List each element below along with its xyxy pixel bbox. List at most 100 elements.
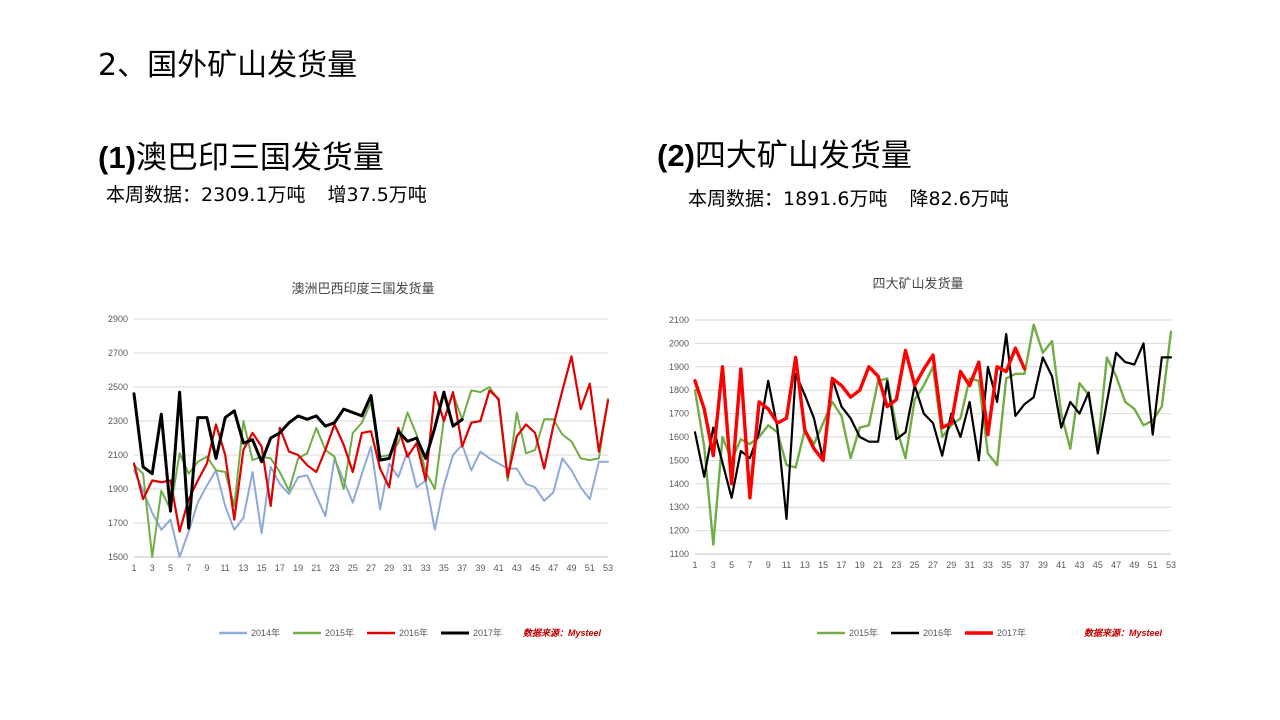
x-tick-label: 25 <box>348 563 358 573</box>
chart-title: 澳洲巴西印度三国发货量 <box>291 281 434 296</box>
x-tick-label: 9 <box>204 563 209 573</box>
series-line-2016 <box>132 355 610 533</box>
series-line-2014 <box>133 443 609 558</box>
source-note: 数据来源：Mysteel <box>523 628 602 638</box>
x-tick-label: 37 <box>457 563 467 573</box>
chart-title: 四大矿山发货量 <box>872 276 963 291</box>
x-tick-label: 19 <box>293 563 303 573</box>
x-tick-label: 33 <box>983 560 993 570</box>
y-tick-label: 1300 <box>669 502 689 512</box>
slide-title: 2、国外矿山发货量 <box>98 48 358 83</box>
legend-label-2015: 2015年 <box>325 627 354 638</box>
right-section-prefix: (2) <box>657 138 695 173</box>
legend-label-2017: 2017年 <box>997 627 1026 638</box>
right-week-change: 降82.6万吨 <box>909 188 1009 210</box>
x-tick-label: 21 <box>873 560 883 570</box>
series-line-2015 <box>133 386 609 558</box>
x-tick-label: 27 <box>928 560 938 570</box>
x-tick-label: 21 <box>311 563 321 573</box>
x-tick-label: 53 <box>603 563 613 573</box>
right-week-summary: 本周数据：1891.6万吨 降82.6万吨 <box>688 184 1009 211</box>
x-tick-label: 17 <box>275 563 285 573</box>
x-tick-label: 25 <box>910 560 920 570</box>
x-tick-label: 7 <box>186 563 191 573</box>
x-tick-label: 47 <box>548 563 558 573</box>
x-tick-label: 43 <box>512 563 522 573</box>
legend-label-2016: 2016年 <box>923 627 952 638</box>
x-tick-label: 5 <box>729 560 734 570</box>
right-week-label: 本周数据：1891.6万吨 <box>688 188 888 210</box>
y-tick-label: 1400 <box>669 479 689 489</box>
x-tick-label: 31 <box>402 563 412 573</box>
legend-label-2016: 2016年 <box>399 627 428 638</box>
y-tick-label: 1100 <box>670 549 689 559</box>
y-tick-label: 1700 <box>669 409 689 419</box>
x-tick-label: 29 <box>946 560 956 570</box>
y-tick-label: 1900 <box>669 362 689 372</box>
x-tick-label: 47 <box>1111 560 1121 570</box>
x-tick-label: 45 <box>1093 560 1103 570</box>
x-tick-label: 35 <box>1001 560 1011 570</box>
x-tick-label: 53 <box>1166 560 1176 570</box>
x-tick-label: 39 <box>475 563 485 573</box>
left-section-name: 澳巴印三国发货量 <box>135 140 384 176</box>
x-tick-label: 51 <box>585 563 595 573</box>
series-line-2016 <box>693 332 1173 520</box>
x-tick-label: 13 <box>238 563 248 573</box>
x-tick-label: 13 <box>800 560 810 570</box>
y-tick-label: 2900 <box>108 314 128 324</box>
y-tick-label: 1700 <box>108 518 128 528</box>
x-tick-label: 35 <box>439 563 449 573</box>
y-tick-label: 2000 <box>669 338 689 348</box>
x-tick-label: 11 <box>782 560 791 570</box>
y-tick-label: 2300 <box>108 416 128 426</box>
x-tick-label: 9 <box>766 560 771 570</box>
x-tick-label: 1 <box>692 560 697 570</box>
x-tick-label: 29 <box>384 563 394 573</box>
x-tick-label: 17 <box>836 560 846 570</box>
y-tick-label: 1800 <box>669 385 689 395</box>
y-tick-label: 1500 <box>108 552 128 562</box>
x-tick-label: 11 <box>220 563 229 573</box>
left-week-label: 本周数据：2309.1万吨 <box>106 184 306 206</box>
y-tick-label: 1600 <box>669 432 689 442</box>
left-section-prefix: (1) <box>98 140 136 175</box>
right-section-name: 四大矿山发货量 <box>694 138 912 174</box>
x-tick-label: 41 <box>494 563 504 573</box>
left-week-change: 增37.5万吨 <box>327 184 427 206</box>
y-tick-label: 2700 <box>108 348 128 358</box>
legend-label-2017: 2017年 <box>473 627 502 638</box>
x-tick-label: 33 <box>421 563 431 573</box>
y-tick-label: 1900 <box>108 484 128 494</box>
x-tick-label: 3 <box>150 563 155 573</box>
y-tick-label: 2500 <box>108 382 128 392</box>
x-tick-label: 37 <box>1020 560 1030 570</box>
legend-label-2014: 2014年 <box>251 627 280 638</box>
x-tick-label: 7 <box>747 560 752 570</box>
y-tick-label: 2100 <box>669 315 689 325</box>
left-week-summary: 本周数据：2309.1万吨 增37.5万吨 <box>106 180 427 207</box>
three-country-shipment-chart: 澳洲巴西印度三国发货量 1500 1700 1900 2100 2300 2500 2700 2… <box>108 281 613 638</box>
x-tick-label: 1 <box>131 563 136 573</box>
x-tick-label: 27 <box>366 563 376 573</box>
y-tick-label: 1200 <box>669 526 689 536</box>
x-tick-label: 45 <box>530 563 540 573</box>
source-note: 数据来源：Mysteel <box>1084 628 1163 638</box>
x-tick-label: 15 <box>257 563 267 573</box>
legend-label-2015: 2015年 <box>849 627 878 638</box>
x-tick-label: 23 <box>330 563 340 573</box>
x-tick-label: 39 <box>1038 560 1048 570</box>
series-line-2017 <box>693 346 1027 500</box>
x-tick-label: 49 <box>567 563 577 573</box>
series-line-2017 <box>132 390 464 530</box>
left-section-title: (1)澳巴印三国发货量 <box>98 132 384 177</box>
x-tick-label: 51 <box>1148 560 1158 570</box>
x-tick-label: 15 <box>818 560 828 570</box>
y-tick-label: 2100 <box>108 450 128 460</box>
x-tick-label: 3 <box>711 560 716 570</box>
x-tick-label: 5 <box>168 563 173 573</box>
x-tick-label: 49 <box>1129 560 1139 570</box>
x-tick-label: 31 <box>965 560 975 570</box>
big-four-miners-shipment-chart: 四大矿山发货量 1100 1200 1300 1400 1500 1600 1700 1800 1… <box>669 276 1176 638</box>
x-tick-label: 43 <box>1074 560 1084 570</box>
